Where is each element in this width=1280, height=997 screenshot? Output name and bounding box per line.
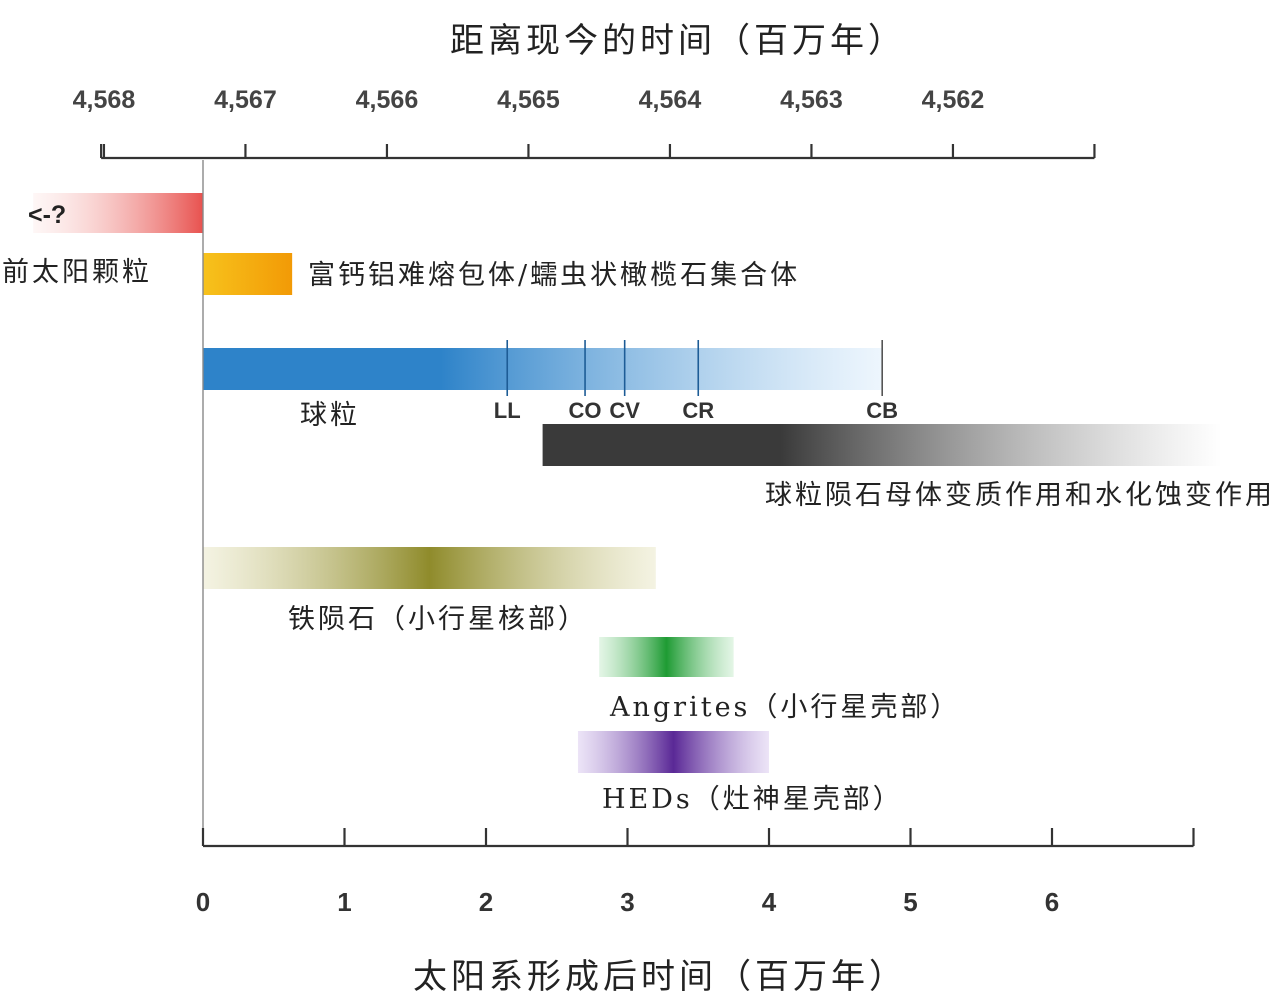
top-tick-label: 4,562 [922,86,985,114]
bottom-tick-label: 5 [903,887,917,917]
bar-label: 球粒陨石母体变质作用和水化蚀变作用 [765,480,1275,511]
bar-label: 铁陨石（小行星核部） [288,604,588,635]
bar [599,637,734,677]
top-axis-title: 距离现今的时间（百万年） [450,21,906,61]
bottom-tick-label: 0 [196,887,210,917]
bottom-axis: 0 1 2 3 4 5 6 [196,828,1195,917]
bar [203,253,293,295]
chondrule-marker-label: CB [866,398,898,423]
bottom-tick-label: 2 [479,887,493,917]
bottom-axis-title: 太阳系形成后时间（百万年） [413,957,907,997]
bar-label: HEDs（灶神星壳部） [602,784,903,815]
bar [203,348,883,390]
bar-label: 富钙铝难熔包体/蠕虫状橄榄石集合体 [308,260,800,291]
chondrule-marker-label: LL [494,398,521,423]
chondrule-marker-label: CO [569,398,602,423]
top-axis: 4,568 4,567 4,566 4,565 4,564 4,563 4,562 [73,86,1096,160]
bar-label: 前太阳颗粒 [2,257,152,288]
bar [203,547,656,589]
bottom-tick-label: 3 [620,887,634,917]
top-tick-label: 4,563 [780,86,843,114]
bar [33,193,204,233]
top-tick-label: 4,567 [214,86,277,114]
bars-group: <-? 前太阳颗粒 富钙铝难熔包体/蠕虫状橄榄石集合体球粒球粒陨石母体变质作用和水化… [2,193,1275,815]
top-tick-label: 4,566 [356,86,419,114]
top-tick-label: 4,568 [73,86,136,114]
chondrule-marker-label: CR [682,398,714,423]
top-tick-label: 4,565 [497,86,560,114]
bar [577,731,769,773]
bottom-tick-label: 1 [337,887,351,917]
bottom-tick-label: 4 [762,887,777,917]
bottom-tick-label: 6 [1045,887,1059,917]
chondrule-marker-label: CV [609,398,640,423]
bar-label: Angrites（小行星壳部） [609,692,960,723]
bar [542,424,1222,466]
bar-label: 球粒 [300,400,360,431]
bar-marker-text: <-? [28,201,66,229]
top-tick-label: 4,564 [639,86,702,114]
